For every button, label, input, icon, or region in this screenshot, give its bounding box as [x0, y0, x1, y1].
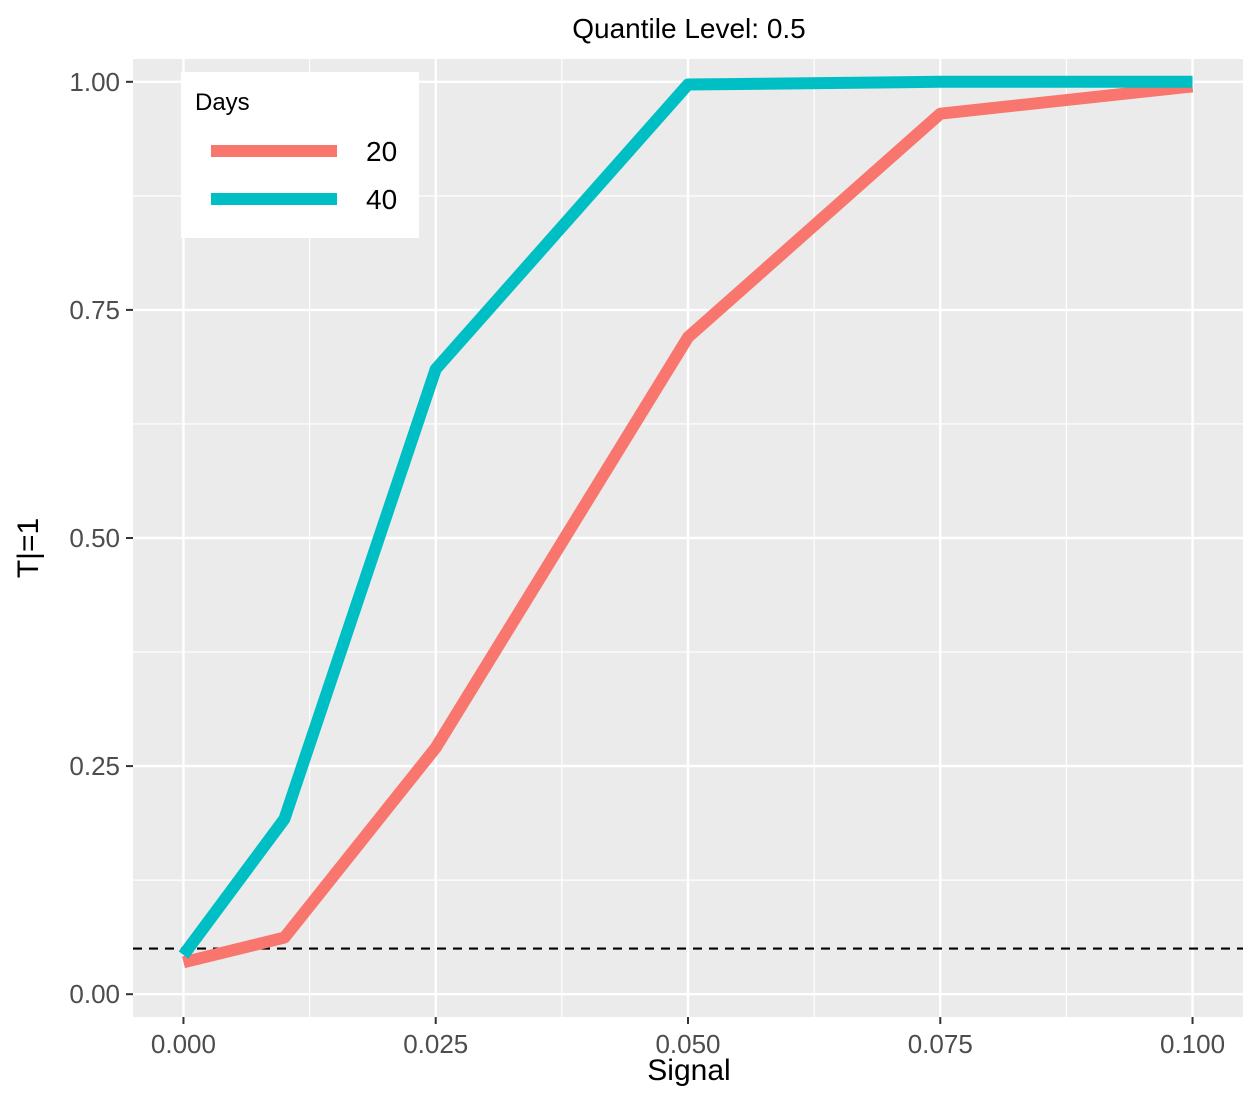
legend-title: Days [195, 89, 250, 116]
x-tick-label: 0.100 [1160, 1029, 1225, 1059]
chart-title: Quantile Level: 0.5 [572, 13, 806, 44]
y-axis: 0.00 0.25 0.50 0.75 1.00 [69, 67, 133, 1009]
y-axis-label: T|=1 [12, 518, 45, 578]
series-line-40 [178, 75, 1193, 959]
x-tick-label: 0.075 [908, 1029, 973, 1059]
x-axis-label: Signal [647, 1054, 730, 1087]
x-tick-label: 0.050 [655, 1029, 720, 1059]
x-tick-label: 0.025 [403, 1029, 468, 1059]
series-lines [178, 75, 1194, 969]
y-tick-label: 1.00 [69, 67, 120, 97]
legend-label-40: 40 [366, 184, 397, 215]
y-tick-label: 0.25 [69, 751, 120, 781]
x-axis: 0.000 0.025 0.050 0.075 0.100 [151, 1017, 1225, 1059]
y-tick-label: 0.00 [69, 979, 120, 1009]
y-tick-label: 0.75 [69, 295, 120, 325]
y-tick-label: 0.50 [69, 523, 120, 553]
x-tick-label: 0.000 [151, 1029, 216, 1059]
series-line-20 [182, 80, 1194, 969]
legend-label-20: 20 [366, 136, 397, 167]
